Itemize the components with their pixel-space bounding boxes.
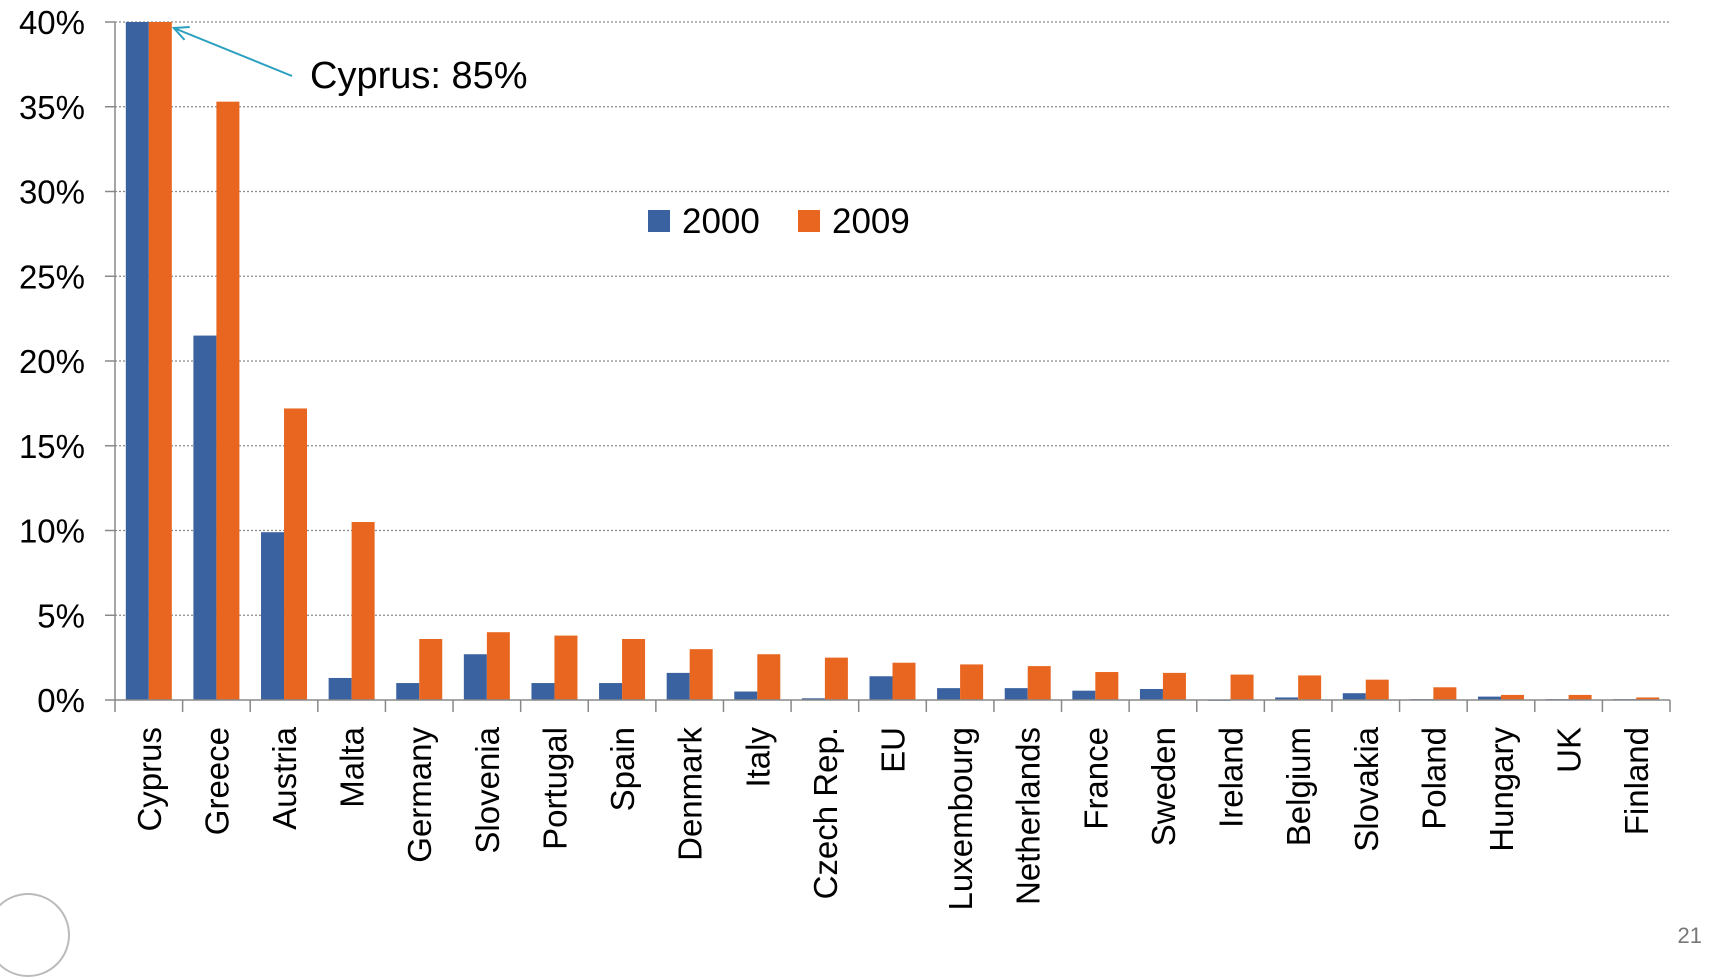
bar-2000-france [1072, 690, 1096, 700]
bar-2009-slovenia [486, 632, 510, 700]
legend-swatch-2009 [798, 210, 820, 232]
bar-2009-greece [216, 101, 240, 701]
y-tick-label: 30% [19, 174, 85, 211]
bar-2000-netherlands [1004, 688, 1028, 700]
x-category-label: Finland [1618, 727, 1655, 835]
bar-2009-czech-rep- [824, 657, 848, 700]
bar-2009-sweden [1162, 672, 1186, 700]
y-axis-tick-labels: 0% 5% 10% 15% 20% 25% 30% 35% 40% [19, 4, 85, 719]
x-category-label: Portugal [536, 727, 573, 850]
x-category-label: Poland [1415, 727, 1452, 830]
y-tick-label: 20% [19, 343, 85, 380]
bar-2000-luxembourg [937, 688, 961, 700]
x-category-label: Malta [334, 726, 371, 807]
x-category-label: Austria [266, 726, 303, 829]
y-tick-label: 40% [19, 4, 85, 41]
bar-2000-austria [261, 532, 285, 700]
bar-2009-netherlands [1027, 666, 1051, 700]
x-category-label: Greece [198, 727, 235, 835]
x-category-label: Cyprus [131, 727, 168, 832]
x-category-label: EU [875, 727, 912, 773]
x-category-label: Hungary [1483, 727, 1520, 852]
bar-2000-portugal [531, 683, 555, 700]
bar-2009-denmark [689, 649, 713, 700]
bar-2009-uk [1568, 694, 1592, 700]
bar-2000-eu [869, 676, 893, 700]
x-axis-category-labels: Cyprus Greece Austria Malta Germany Slovenia P… [131, 726, 1655, 910]
x-category-label: Czech Rep. [807, 727, 844, 899]
bar-2009-france [1095, 672, 1119, 700]
bar-2000-hungary [1477, 696, 1501, 700]
legend-label-2009: 2009 [832, 202, 910, 241]
x-category-label: Belgium [1280, 727, 1317, 846]
bar-2000-malta [328, 677, 352, 700]
annotation-arrow [173, 27, 293, 77]
bar-2009-hungary [1500, 694, 1524, 700]
bar-2009-malta [351, 522, 375, 700]
annotation-label: Cyprus: 85% [310, 55, 528, 97]
bar-2000-denmark [666, 672, 690, 700]
bar-2009-spain [622, 638, 646, 700]
x-category-label: Spain [604, 727, 641, 811]
legend-swatch-2000 [648, 210, 670, 232]
bar-2009-eu [892, 662, 916, 700]
bar-2009-ireland [1230, 674, 1254, 700]
bar-2000-belgium [1275, 697, 1299, 700]
bar-2009-poland [1433, 687, 1457, 700]
x-category-label: Denmark [672, 727, 709, 861]
y-tick-label: 25% [19, 258, 85, 295]
x-axis [105, 21, 1671, 712]
bar-chart: 0% 5% 10% 15% 20% 25% 30% 35% 40% Cyprus Greece Au… [19, 4, 1671, 910]
bar-2009-finland [1636, 697, 1660, 700]
bar-2000-greece [193, 335, 217, 700]
bar-2000-slovenia [463, 654, 487, 700]
bar-2000-germany [396, 683, 420, 700]
x-category-label: Italy [739, 727, 776, 788]
bar-2000-spain [599, 683, 623, 700]
annotation: Cyprus: 85% [171, 25, 528, 97]
x-category-label: Ireland [1213, 727, 1250, 828]
x-category-label: Slovenia [469, 726, 506, 853]
x-category-label: Netherlands [1010, 727, 1047, 905]
bars [125, 22, 1660, 701]
bar-2000-sweden [1139, 688, 1163, 700]
y-tick-label: 5% [37, 597, 85, 634]
y-tick-label: 0% [37, 682, 85, 719]
bar-2009-italy [757, 654, 781, 700]
y-tick-label: 15% [19, 428, 85, 465]
x-category-label: Slovakia [1348, 726, 1385, 851]
bar-2000-italy [734, 691, 758, 700]
bar-2000-slovakia [1342, 693, 1366, 700]
bar-2009-belgium [1298, 675, 1322, 700]
bar-2000-czech-rep- [801, 698, 825, 700]
legend-label-2000: 2000 [682, 202, 760, 241]
bar-2009-portugal [554, 635, 578, 700]
bar-2009-slovakia [1365, 679, 1389, 700]
y-tick-label: 35% [19, 89, 85, 126]
x-category-label: UK [1551, 727, 1588, 773]
x-category-label: Germany [401, 727, 438, 863]
x-category-label: Sweden [1145, 727, 1182, 846]
page-number: 21 [1677, 923, 1702, 948]
gridlines [115, 21, 1670, 616]
bar-2009-germany [419, 638, 443, 700]
bar-2000-cyprus [125, 22, 149, 700]
bar-2009-cyprus [148, 22, 172, 700]
y-tick-label: 10% [19, 513, 85, 550]
annotation-arrowhead [171, 25, 190, 41]
x-category-label: France [1077, 727, 1114, 830]
x-category-label: Luxembourg [942, 727, 979, 910]
bar-2009-luxembourg [960, 664, 984, 700]
bar-2009-austria [284, 408, 308, 700]
legend: 2000 2009 [648, 202, 910, 241]
